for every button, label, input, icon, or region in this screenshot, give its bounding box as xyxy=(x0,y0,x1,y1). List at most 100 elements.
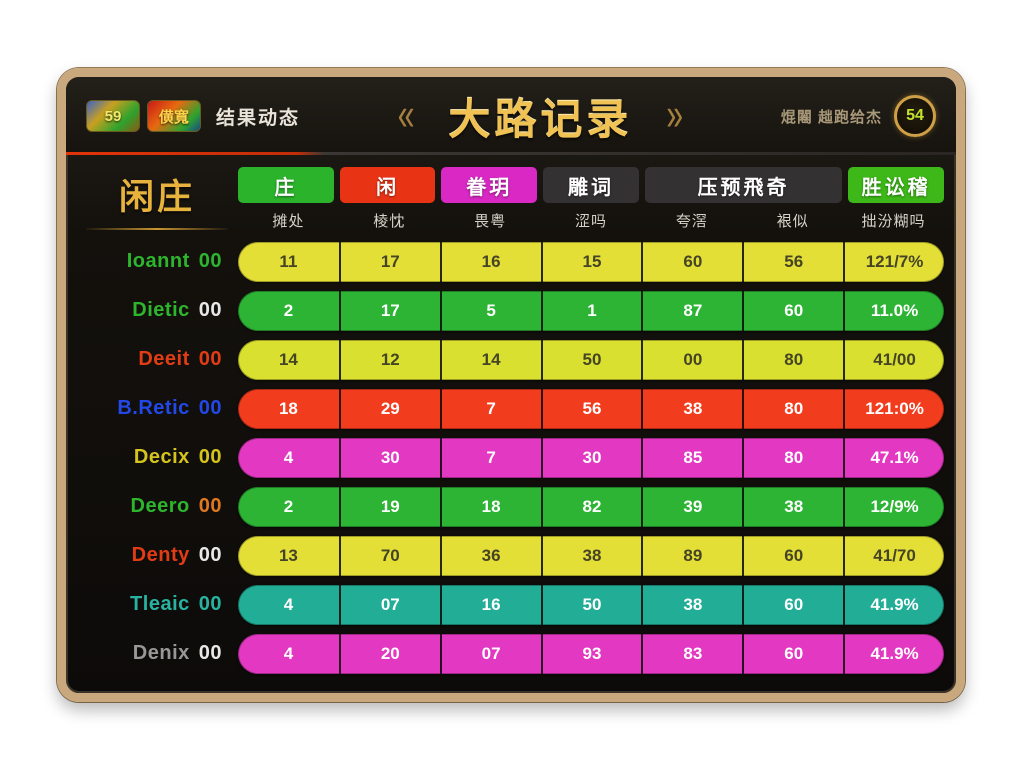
result-cell: 30 xyxy=(540,437,642,478)
table-row: Deeit 00 14 12 14 50 00 80 41/00 xyxy=(76,335,944,384)
table-row: Denty 00 13 70 36 38 89 60 41/70 xyxy=(76,531,944,580)
filter-button-6[interactable]: 胜讼稽 xyxy=(848,167,944,203)
filter-button-5[interactable]: 压预飛奇 xyxy=(644,167,843,203)
column-header-6: 裉似 xyxy=(776,212,809,230)
result-cell: 4 xyxy=(283,447,294,467)
game-panel: 59 僙寬 结果动态 « 大路记录 » 焜闂 趉跑给杰 54 闲庄 庄闲眷玥 雕词… xyxy=(57,68,965,702)
column-header-1: 摊处 xyxy=(272,212,305,230)
result-pill-row[interactable]: 2 17 5 1 87 60 11.0% xyxy=(238,290,944,331)
result-cell: 07 xyxy=(338,584,440,625)
row-label-count: 00 xyxy=(198,544,222,566)
result-cell: 38 xyxy=(641,388,742,429)
result-cell: 4 xyxy=(283,643,294,663)
result-cell: 18 xyxy=(439,486,541,527)
row-label-name: Ioannt xyxy=(126,250,190,272)
row-label: Denix 00 xyxy=(76,642,238,665)
result-cell-percent: 121/7% xyxy=(843,241,944,282)
side-title: 闲庄 xyxy=(118,178,195,217)
header-center: « 大路记录 » xyxy=(398,86,683,147)
result-cell-percent: 121:0% xyxy=(843,388,944,429)
result-cell: 4 xyxy=(283,594,294,614)
result-cell: 80 xyxy=(742,437,843,478)
filter-button-3[interactable]: 眷玥 xyxy=(441,167,538,203)
result-pill-row[interactable]: 2 19 18 82 39 38 12/9% xyxy=(238,486,944,527)
result-cell: 60 xyxy=(742,535,843,576)
column-header-3: 畏粤 xyxy=(474,212,507,230)
left-header: 闲庄 xyxy=(76,167,238,237)
result-cell: 60 xyxy=(742,633,843,674)
result-cell: 00 xyxy=(641,339,742,380)
row-label-count: 00 xyxy=(198,348,222,370)
result-cell: 7 xyxy=(439,388,541,429)
row-label-count: 00 xyxy=(198,446,222,468)
right-header: 庄闲眷玥 雕词 压预飛奇 胜讼稽 摊处 棱忱 畏粤 涩吗 夸滘 裉似 拙汾糊吗 xyxy=(238,167,944,237)
result-cell: 85 xyxy=(641,437,742,478)
row-label: Deeit 00 xyxy=(76,348,238,371)
result-cell: 19 xyxy=(338,486,440,527)
result-cell: 16 xyxy=(439,584,541,625)
result-cell: 36 xyxy=(439,535,541,576)
result-cell: 2 xyxy=(283,496,294,516)
result-cell: 14 xyxy=(439,339,541,380)
result-cell: 80 xyxy=(742,339,843,380)
result-cell: 29 xyxy=(338,388,440,429)
row-label-name: Tleaic xyxy=(130,593,190,615)
page-title: 大路记录 xyxy=(448,95,633,143)
result-cell: 60 xyxy=(641,241,742,282)
result-cell: 38 xyxy=(742,486,843,527)
right-ornament-icon: » xyxy=(666,90,684,140)
header-bar: 59 僙寬 结果动态 « 大路记录 » 焜闂 趉跑给杰 54 xyxy=(66,77,956,155)
result-pill-row[interactable]: 4 07 16 50 38 60 41.9% xyxy=(238,584,944,625)
left-ornament-icon: « xyxy=(397,90,415,140)
row-label-name: B.Retic xyxy=(117,397,190,419)
result-pill-row[interactable]: 4 20 07 93 83 60 41.9% xyxy=(238,633,944,674)
result-cell: 82 xyxy=(540,486,642,527)
result-cell: 15 xyxy=(540,241,642,282)
row-label: Decix 00 xyxy=(76,446,238,469)
row-label: Denty 00 xyxy=(76,544,238,567)
column-header-2: 棱忱 xyxy=(373,212,406,230)
result-cell-percent: 41/00 xyxy=(843,339,944,380)
table-row: Decix 00 4 30 7 30 85 80 47.1% xyxy=(76,433,944,482)
column-header-7: 拙汾糊吗 xyxy=(861,212,926,230)
row-label: Dietic 00 xyxy=(76,299,238,322)
result-cell: 18 xyxy=(278,398,298,418)
row-label: Ioannt 00 xyxy=(76,250,238,273)
result-cell: 16 xyxy=(439,241,541,282)
filter-button-2[interactable]: 闲 xyxy=(339,167,436,203)
filter-button-4[interactable]: 雕词 xyxy=(543,167,639,203)
results-nav-label[interactable]: 结果动态 xyxy=(216,107,301,129)
row-label-name: Denty xyxy=(131,544,190,566)
result-cell: 17 xyxy=(338,241,440,282)
row-label-count: 00 xyxy=(198,642,222,664)
result-cell: 38 xyxy=(540,535,642,576)
logo-badge-icon[interactable]: 59 xyxy=(86,100,140,132)
column-header-row: 摊处 棱忱 畏粤 涩吗 夸滘 裉似 拙汾糊吗 xyxy=(238,203,944,237)
column-header-4: 涩吗 xyxy=(574,212,607,230)
result-cell: 39 xyxy=(641,486,742,527)
result-cell: 2 xyxy=(283,300,294,320)
logo-badge2-icon[interactable]: 僙寬 xyxy=(147,100,201,132)
header-right-text: 焜闂 趉跑给杰 xyxy=(780,108,882,126)
header-right: 焜闂 趉跑给杰 54 xyxy=(781,95,936,137)
row-label: Deero 00 xyxy=(76,495,238,518)
result-pill-row[interactable]: 14 12 14 50 00 80 41/00 xyxy=(238,339,944,380)
result-cell: 14 xyxy=(278,349,298,369)
result-cell: 50 xyxy=(540,339,642,380)
row-label-count: 00 xyxy=(198,495,222,517)
body-area: 闲庄 庄闲眷玥 雕词 压预飛奇 胜讼稽 摊处 棱忱 畏粤 涩吗 夸滘 裉似 拙汾糊吗 Ioannt… xyxy=(66,155,956,678)
table-row: Denix 00 4 20 07 93 83 60 41.9% xyxy=(76,629,944,678)
result-pill-row[interactable]: 18 29 7 56 38 80 121:0% xyxy=(238,388,944,429)
result-pill-row[interactable]: 4 30 7 30 85 80 47.1% xyxy=(238,437,944,478)
table-row: Ioannt 00 11 17 16 15 60 56 121/7% xyxy=(76,237,944,286)
count-badge[interactable]: 54 xyxy=(893,95,936,137)
result-cell: 7 xyxy=(439,437,541,478)
table-row: Dietic 00 2 17 5 1 87 60 11.0% xyxy=(76,286,944,335)
top-section: 闲庄 庄闲眷玥 雕词 压预飛奇 胜讼稽 摊处 棱忱 畏粤 涩吗 夸滘 裉似 拙汾糊吗 xyxy=(76,167,944,237)
result-pill-row[interactable]: 11 17 16 15 60 56 121/7% xyxy=(238,241,944,282)
result-cell: 38 xyxy=(641,584,742,625)
row-label-name: Dietic xyxy=(132,299,190,321)
filter-button-1[interactable]: 庄 xyxy=(238,167,334,203)
result-pill-row[interactable]: 13 70 36 38 89 60 41/70 xyxy=(238,535,944,576)
result-cell-percent: 41/70 xyxy=(843,535,944,576)
